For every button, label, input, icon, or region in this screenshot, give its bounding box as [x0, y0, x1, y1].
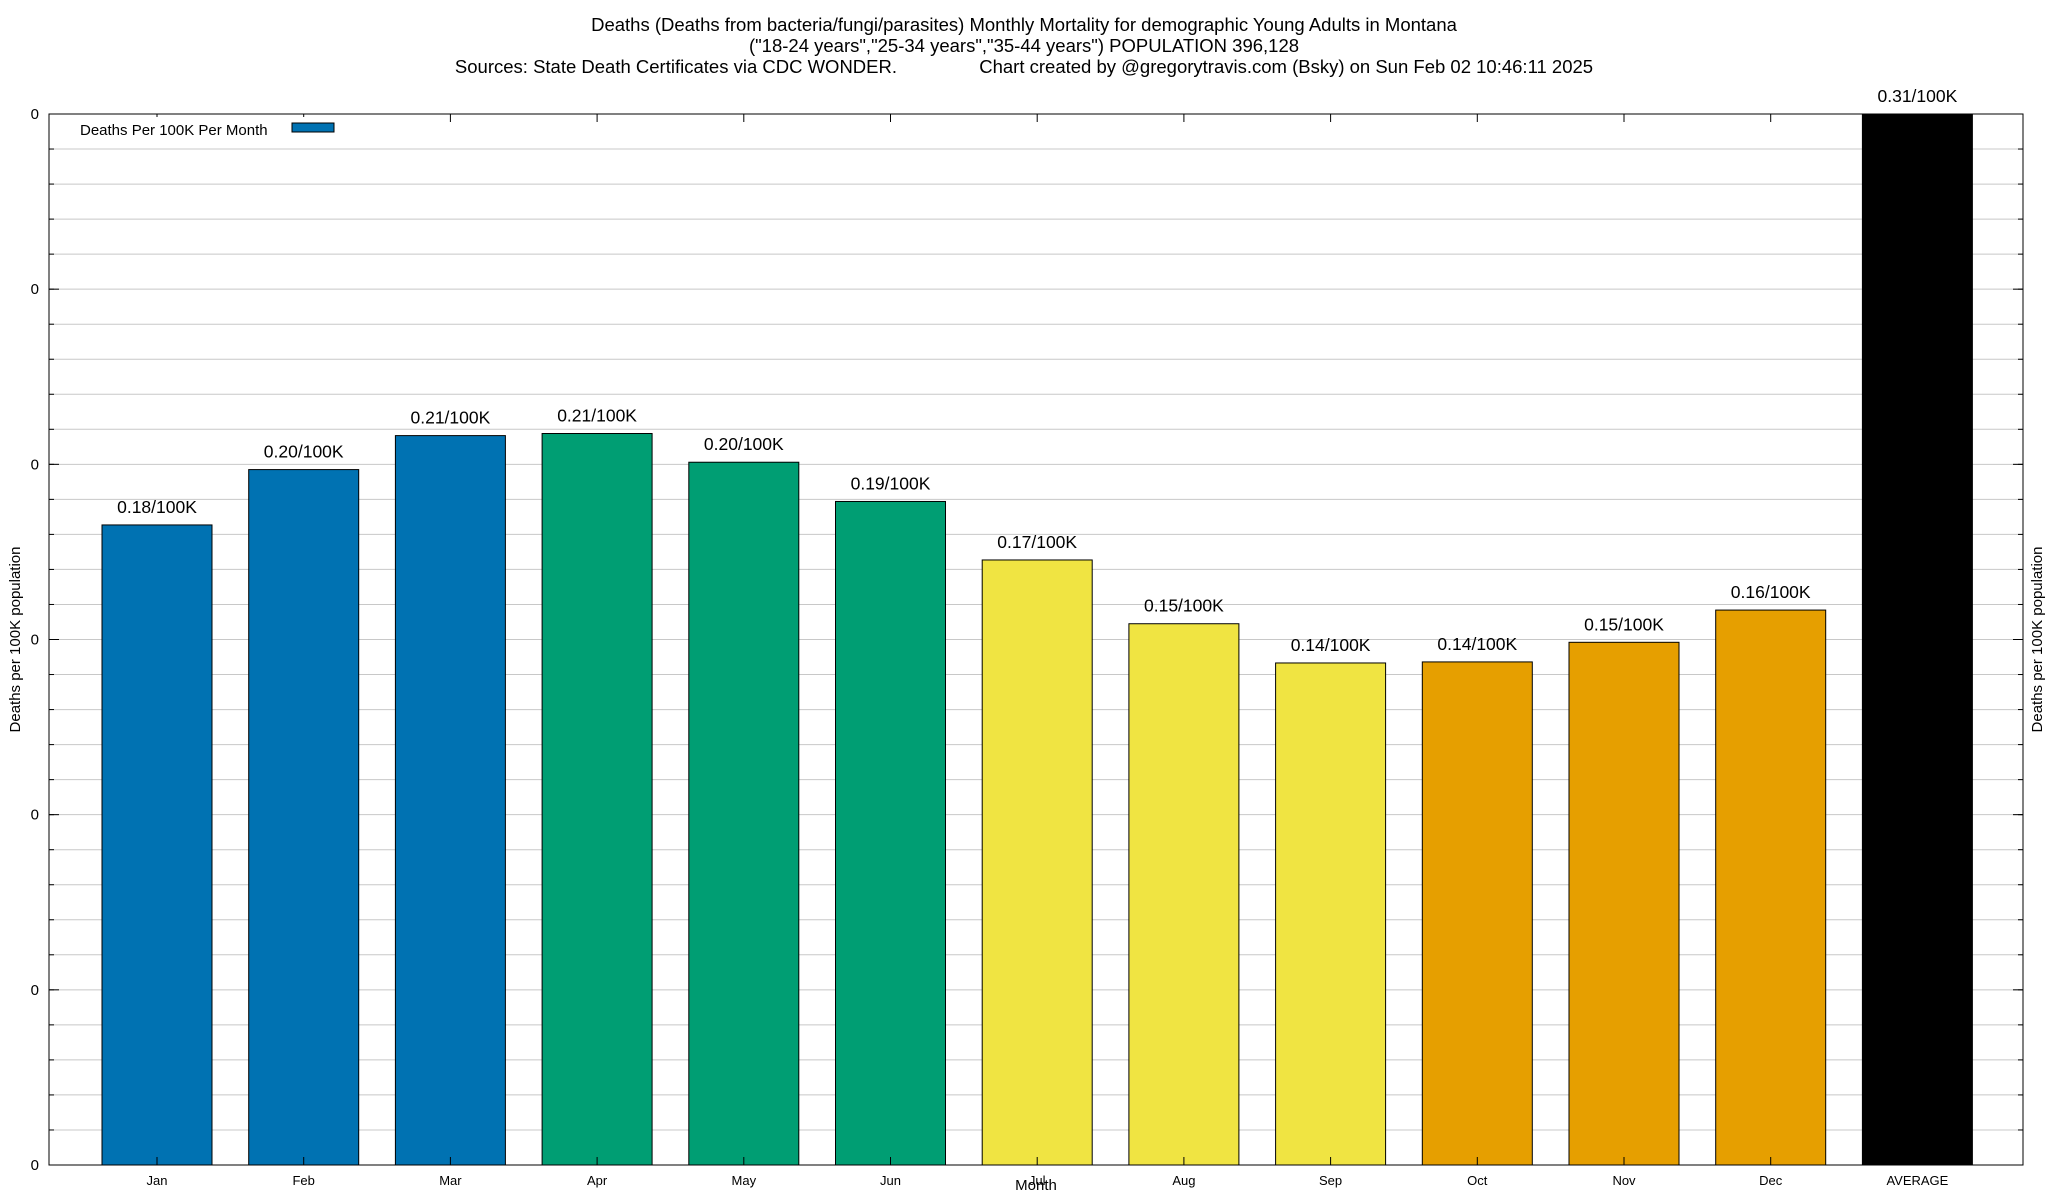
bar-aug: [1128, 623, 1240, 1166]
y-tick-label: 0: [31, 281, 39, 298]
y-tick-label: 0: [31, 1157, 39, 1174]
bar-average: [1861, 113, 1973, 1166]
y-tick-label: 0: [31, 632, 39, 649]
bar-oct: [1421, 661, 1533, 1166]
x-tick-label: AVERAGE: [1886, 1173, 1948, 1188]
axis-ticks: 0 0 0 0 0 0 0 Jan Feb Mar Apr May Jun Jul Aug Sep Oct Nov…: [31, 106, 2023, 1188]
bar-value-label: 0.20/100K: [704, 434, 784, 454]
chart-title: Deaths (Deaths from bacteria/fungi/paras…: [591, 14, 1457, 35]
x-tick-label: Oct: [1467, 1173, 1488, 1188]
bar-sep: [1275, 662, 1387, 1166]
bar-jun: [835, 500, 946, 1166]
bar-value-label: 0.15/100K: [1144, 596, 1224, 616]
y-axis-label: Deaths per 100K population: [7, 547, 24, 733]
bar-value-label: 0.19/100K: [851, 473, 931, 493]
bar-feb: [248, 469, 360, 1166]
x-tick-label: Dec: [1759, 1173, 1783, 1188]
bar-may: [688, 461, 800, 1166]
x-tick-label: Nov: [1612, 1173, 1636, 1188]
x-axis-label: Month: [1015, 1177, 1057, 1194]
x-tick-label: Jun: [880, 1173, 901, 1188]
chart-title-block: Deaths (Deaths from bacteria/fungi/paras…: [0, 14, 2048, 77]
bar-value-label: 0.18/100K: [117, 497, 197, 517]
bar-value-label: 0.16/100K: [1731, 582, 1811, 602]
bar-value-label: 0.21/100K: [411, 408, 491, 428]
y-tick-label: 0: [31, 456, 39, 473]
bar-mar: [394, 435, 506, 1166]
bar-nov: [1568, 641, 1680, 1166]
x-tick-label: Aug: [1172, 1173, 1195, 1188]
y-tick-label: 0: [31, 807, 39, 824]
x-tick-label: Jul: [1029, 1173, 1046, 1188]
bars: 0.18/100K 0.20/100K 0.21/100K 0.21/100K 0.20…: [101, 86, 1973, 1166]
y2-axis-label: Deaths per 100K population: [2029, 547, 2046, 733]
x-tick-label: Feb: [292, 1173, 314, 1188]
chart-subtitle: ("18-24 years","25-34 years","35-44 year…: [748, 35, 1300, 56]
legend: Deaths Per 100K Per Month: [72, 117, 340, 141]
bar-value-label: 0.20/100K: [264, 442, 344, 462]
bar-apr: [541, 433, 653, 1166]
x-tick-label: Sep: [1319, 1173, 1342, 1188]
bar-jan: [101, 524, 213, 1166]
x-tick-label: May: [732, 1173, 757, 1188]
bar-value-label: 0.14/100K: [1437, 634, 1517, 654]
legend-label: Deaths Per 100K Per Month: [80, 122, 268, 139]
x-tick-label: Mar: [439, 1173, 462, 1188]
bar-value-label: 0.17/100K: [997, 532, 1077, 552]
y-tick-label: 0: [31, 106, 39, 123]
x-tick-label: Apr: [587, 1173, 608, 1188]
bar-value-label: 0.14/100K: [1291, 635, 1371, 655]
bar-dec: [1715, 609, 1827, 1166]
chart-sources: Sources: State Death Certificates via CD…: [454, 56, 1594, 77]
legend-swatch: [291, 122, 335, 133]
bar-value-label: 0.15/100K: [1584, 614, 1664, 634]
bar-value-label: 0.31/100K: [1878, 86, 1958, 106]
bar-jul: [981, 559, 1093, 1166]
x-tick-label: Jan: [147, 1173, 168, 1188]
bar-value-label: 0.21/100K: [557, 406, 637, 426]
y-tick-label: 0: [31, 982, 39, 999]
